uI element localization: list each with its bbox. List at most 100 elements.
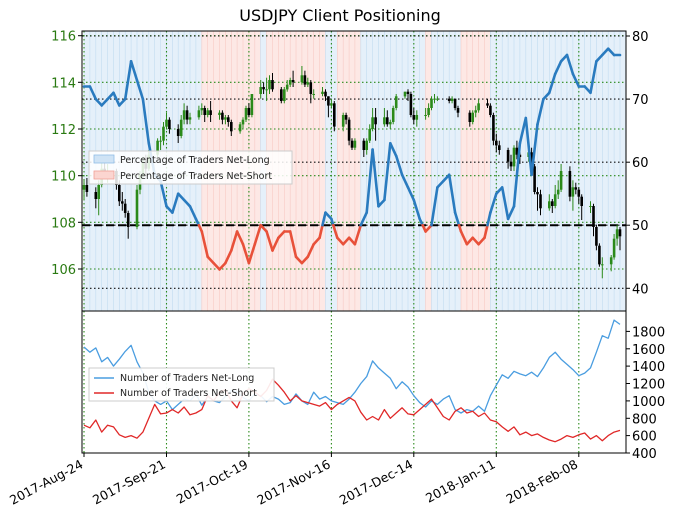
- positioning-strip: [313, 31, 320, 311]
- percent-net-long-segment: [212, 261, 221, 271]
- percent-net-long-segment: [200, 230, 209, 259]
- candle-body: [280, 89, 283, 101]
- percent-net-long-segment: [265, 230, 274, 252]
- percent-net-long-segment: [277, 230, 286, 240]
- candle-body: [595, 227, 598, 246]
- percent-net-long-segment: [483, 223, 489, 240]
- candle-body: [612, 238, 616, 258]
- count-tick-label: 1200: [632, 378, 665, 393]
- percent-net-long-segment: [365, 148, 374, 214]
- candle-body: [188, 117, 192, 120]
- date-tick-label: 2017-Nov-16: [254, 456, 332, 507]
- candle-body: [221, 112, 224, 120]
- positioning-strip: [602, 31, 609, 311]
- percent-net-long-segment: [106, 91, 115, 101]
- candle-body: [227, 117, 230, 122]
- percent-axis-right: 40 50 60 70 80: [626, 30, 649, 297]
- positioning-strip: [437, 31, 444, 311]
- candle-body: [176, 129, 180, 136]
- percent-net-long-segment: [518, 116, 528, 145]
- candle-body: [126, 213, 130, 227]
- net-long-swatch: [93, 154, 115, 164]
- candle-body: [571, 187, 575, 197]
- candle-body: [415, 115, 419, 120]
- candle-body: [179, 119, 183, 136]
- percent-net-long-segment: [141, 97, 151, 145]
- right-tick-label: 50: [632, 219, 649, 234]
- candle-body: [433, 98, 436, 100]
- candle-body: [474, 110, 477, 113]
- percent-net-long-segment: [259, 223, 268, 233]
- positioning-strip: [502, 31, 509, 311]
- percent-net-long-segment: [88, 85, 98, 101]
- chart-title: USDJPY Client Positioning: [239, 6, 441, 25]
- candle-body: [156, 140, 159, 155]
- candle-body: [303, 75, 307, 85]
- candle-body: [615, 229, 619, 239]
- positioning-strip: [337, 31, 344, 311]
- percent-net-long-segment: [371, 148, 380, 208]
- candle-body: [509, 161, 513, 167]
- positioning-strip: [431, 31, 438, 311]
- percent-net-long-segment: [271, 236, 280, 252]
- positioning-strip: [354, 31, 361, 311]
- price-legend: Percentage of Traders Net-Long Percentag…: [88, 150, 293, 185]
- legend-net-short-label: Percentage of Traders Net-Short: [120, 171, 272, 182]
- date-tick-label: 2017-Aug-24: [7, 456, 85, 507]
- percent-net-long-segment: [553, 59, 563, 76]
- positioning-strip: [349, 31, 355, 311]
- candle-body: [283, 89, 286, 101]
- candle-body: [412, 115, 416, 120]
- candle-body: [165, 119, 168, 127]
- candle-body: [321, 91, 324, 94]
- percent-net-long-segment: [300, 255, 310, 265]
- percent-net-long-segment: [159, 179, 168, 208]
- candle-body: [162, 126, 165, 141]
- candle-body: [341, 115, 345, 127]
- positioning-strip: [484, 31, 491, 311]
- percent-net-long-segment: [288, 230, 298, 259]
- candle-body: [533, 166, 536, 192]
- candle-body: [324, 91, 327, 97]
- candle-body: [330, 103, 333, 106]
- percent-net-long-segment: [171, 192, 180, 214]
- date-tick-label: 2018-Jan-11: [423, 456, 498, 505]
- candle-body: [200, 108, 204, 111]
- legend-count-long-label: Number of Traders Net-Long: [120, 373, 254, 384]
- candle-body: [427, 108, 430, 115]
- candle-body: [477, 103, 480, 111]
- candle-body: [159, 140, 162, 142]
- candle-body: [268, 80, 271, 90]
- percent-net-long-segment: [506, 205, 516, 221]
- percent-net-long-segment: [477, 236, 486, 246]
- positioning-strip: [555, 31, 562, 311]
- candle-body: [203, 108, 206, 115]
- candle-body: [601, 264, 604, 266]
- count-net-long-line: [83, 319, 621, 414]
- candle-body: [291, 80, 295, 83]
- positioning-strip: [402, 31, 408, 311]
- percent-net-long-segment: [530, 123, 539, 177]
- positioning-strip: [578, 31, 585, 311]
- percent-net-long-segment: [486, 211, 492, 227]
- candle-body: [118, 185, 121, 202]
- positioning-strip: [455, 31, 461, 311]
- percent-net-long-segment: [453, 211, 461, 227]
- positioning-strip: [466, 31, 473, 311]
- candle-body: [121, 201, 124, 204]
- left-tick-label: 112: [51, 123, 76, 138]
- percent-net-long-segment: [388, 142, 398, 158]
- percent-net-long-segment: [436, 179, 445, 189]
- percent-net-long-segment: [377, 198, 386, 208]
- candle-body: [559, 171, 563, 190]
- candle-body: [383, 117, 386, 125]
- candle-body: [539, 194, 542, 209]
- candle-body: [471, 112, 474, 122]
- candle-body: [82, 185, 86, 190]
- percent-net-long-segment: [324, 211, 333, 221]
- percent-net-long-segment: [294, 255, 304, 265]
- percent-net-long-segment: [500, 186, 510, 221]
- percent-net-long-segment: [218, 261, 227, 271]
- percent-net-long-segment: [335, 236, 345, 246]
- candle-body: [568, 171, 572, 197]
